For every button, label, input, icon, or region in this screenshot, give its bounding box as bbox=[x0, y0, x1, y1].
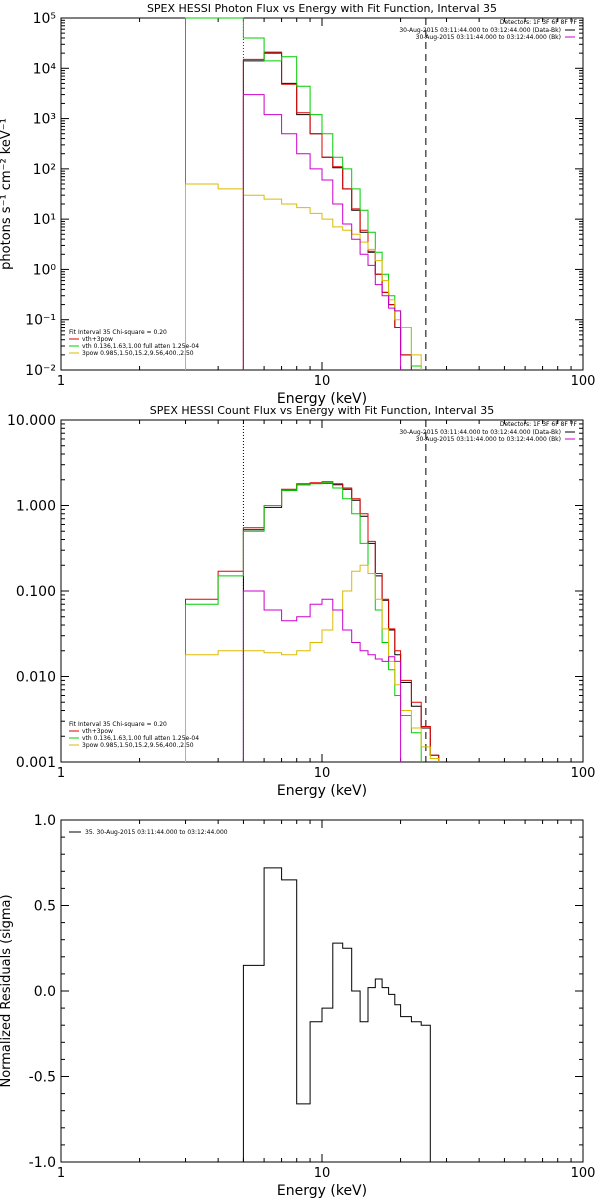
y-tick-label: 10.000 bbox=[7, 413, 56, 429]
y-tick-label: 10⁵ bbox=[33, 11, 56, 27]
y-axis-label: photons s⁻¹ cm⁻² keV⁻¹ bbox=[0, 118, 14, 270]
plot-frame bbox=[60, 819, 584, 1163]
chart-title: SPEX HESSI Photon Flux vs Energy with Fi… bbox=[147, 2, 497, 15]
plot-frame bbox=[60, 17, 584, 371]
chart-2: SPEX HESSI Count Flux vs Energy with Fit… bbox=[7, 404, 595, 799]
y-tick-label: 10⁴ bbox=[33, 61, 57, 77]
time-label: 30-Aug-2015 03:11:44.000 to 03:12:44.000… bbox=[399, 27, 561, 34]
y-tick-label: 0.010 bbox=[16, 670, 56, 686]
x-axis-label: Energy (keV) bbox=[277, 1183, 367, 1199]
fit-legend-text: 3pow 0.985,1.50,15.2,9.56,400.,2.50 bbox=[82, 742, 194, 749]
time-label: 30-Aug-2015 03:11:44.000 to 03:12:44.000… bbox=[416, 34, 561, 41]
y-axis-label: Normalized Residuals (sigma) bbox=[0, 894, 14, 1087]
x-tick-label: 10 bbox=[314, 374, 331, 389]
y-tick-label: 10² bbox=[33, 162, 56, 178]
series-4-line bbox=[185, 564, 440, 762]
chart-title: SPEX HESSI Count Flux vs Energy with Fit… bbox=[150, 404, 494, 417]
y-tick-label: 10³ bbox=[33, 112, 56, 128]
x-tick-label: 1 bbox=[57, 766, 65, 781]
plot-frame bbox=[60, 419, 584, 763]
fit-legend-text: vth+3pow bbox=[82, 336, 113, 343]
x-tick-label: 1 bbox=[57, 1166, 65, 1181]
y-tick-label: 0.001 bbox=[16, 755, 56, 771]
x-tick-label: 10 bbox=[314, 766, 331, 781]
series-3-line bbox=[185, 17, 422, 370]
x-tick-label: 100 bbox=[571, 1166, 596, 1181]
x-axis-label: Energy (keV) bbox=[277, 783, 367, 799]
y-tick-label: 1.0 bbox=[34, 813, 56, 829]
x-axis-label: Energy (keV) bbox=[277, 391, 367, 407]
detector-label: Detectors: 1F 3F 6F 8F 7F bbox=[500, 421, 578, 428]
detector-label: Detectors: 1F 3F 6F 8F 7F bbox=[500, 19, 578, 26]
time-label: 30-Aug-2015 03:11:44.000 to 03:12:44.000… bbox=[416, 436, 561, 443]
y-tick-label: 0.0 bbox=[34, 984, 56, 1000]
chart-1: SPEX HESSI Photon Flux vs Energy with Fi… bbox=[0, 2, 595, 407]
fit-legend-text: vth 0.136,1.63,1.00 full atten 1.25e-04 bbox=[82, 343, 199, 350]
y-tick-label: 10⁻¹ bbox=[25, 313, 56, 329]
y-tick-label: 0.5 bbox=[34, 899, 56, 915]
fit-legend-text: vth 0.136,1.63,1.00 full atten 1.25e-04 bbox=[82, 735, 199, 742]
series-1-line bbox=[242, 867, 431, 1162]
series-1-line bbox=[242, 52, 412, 370]
x-tick-label: 100 bbox=[571, 374, 596, 389]
fit-legend-text: Fit Interval 35 Chi-square = 0.20 bbox=[69, 329, 167, 336]
series-5-line bbox=[242, 94, 402, 370]
fit-legend-text: 3pow 0.985,1.50,15.2,9.56,400.,2.50 bbox=[82, 350, 194, 357]
chart-3: 1 10 100 Energy (keV) -1.0 -0.5 0.0 0.5 1.0 Norma… bbox=[0, 813, 595, 1199]
fit-legend-text: vth+3pow bbox=[82, 728, 113, 735]
x-tick-label: 1 bbox=[57, 374, 65, 389]
y-tick-label: -0.5 bbox=[29, 1070, 56, 1086]
series-5-line bbox=[242, 590, 402, 762]
y-tick-label: 10⁻² bbox=[25, 363, 56, 379]
residual-legend-text: 35. 30-Aug-2015 03:11:44.000 to 03:12:44… bbox=[85, 829, 228, 836]
fit-legend-text: Fit Interval 35 Chi-square = 0.20 bbox=[69, 721, 167, 728]
series-3-line bbox=[185, 482, 422, 762]
y-tick-label: 0.100 bbox=[16, 584, 56, 600]
y-tick-label: 10⁰ bbox=[33, 262, 57, 278]
series-1-line bbox=[242, 482, 447, 763]
time-label: 30-Aug-2015 03:11:44.000 to 03:12:44.000… bbox=[399, 429, 561, 436]
x-tick-label: 10 bbox=[314, 1166, 331, 1181]
x-tick-label: 100 bbox=[571, 766, 596, 781]
y-tick-label: 10¹ bbox=[33, 212, 56, 228]
series-4-line bbox=[185, 183, 422, 370]
series-2-line bbox=[242, 51, 412, 370]
y-tick-label: 1.000 bbox=[16, 499, 56, 515]
y-tick-label: -1.0 bbox=[29, 1155, 56, 1171]
